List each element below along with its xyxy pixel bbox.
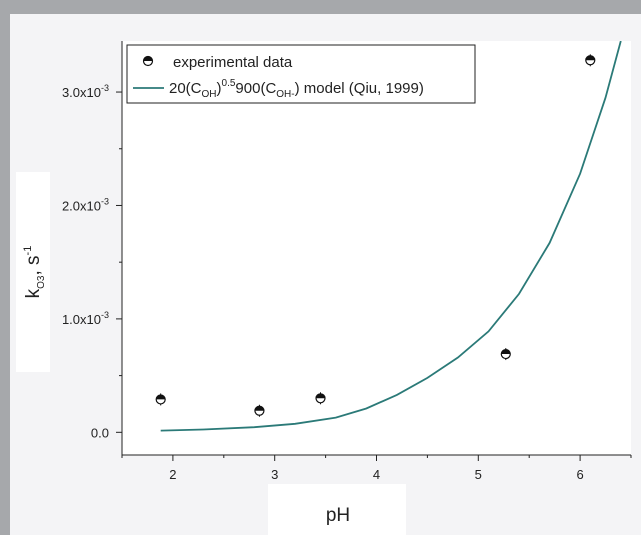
legend-label-model: 20(COH)0.5900(COH-) model (Qiu, 1999) (169, 78, 424, 100)
legend-box (126, 44, 476, 104)
xlabel-backing (268, 484, 406, 535)
data-point (585, 55, 596, 66)
marker-fill (585, 55, 595, 61)
model-curve (160, 41, 622, 432)
marker-fill (156, 394, 166, 400)
data-point (254, 405, 265, 416)
x-tick-label: 6 (576, 467, 583, 482)
marker-fill (254, 406, 264, 411)
marker-fill (501, 349, 511, 355)
y-tick-label: 3.0x10-3 (62, 83, 109, 100)
x-axis-label: pH (326, 505, 350, 526)
y-axis-label-after: , s (23, 255, 44, 275)
y-axis-label-sup: -1 (22, 246, 34, 256)
x-tick-label: 2 (169, 467, 176, 482)
data-point (155, 394, 166, 405)
x-tick-label: 3 (271, 467, 278, 482)
data-point (500, 348, 511, 360)
y-tick-label: 0.0 (91, 425, 109, 440)
y-axis-label-sub: O3 (36, 275, 47, 289)
plot-area: 2 3 4 5 6 0.0 1.0x10-3 2.0x10-3 3.0x10-3 (62, 41, 632, 482)
legend-label-experimental: experimental data (173, 54, 293, 71)
y-tick-label: 2.0x10-3 (62, 196, 109, 213)
legend: experimental data 20(COH)0.5900(COH-) mod… (126, 44, 476, 104)
x-tick-label: 4 (373, 467, 380, 482)
x-tick-label: 5 (475, 467, 482, 482)
y-tick-label: 1.0x10-3 (62, 310, 109, 327)
marker-fill (316, 393, 326, 399)
marker-fill (143, 56, 153, 61)
data-point (315, 393, 326, 404)
y-axis-label-base: k (23, 288, 44, 298)
legend-marker-experimental (142, 55, 154, 67)
ylabel-backing (16, 172, 50, 372)
y-axis-label: kO3, s-1 (22, 246, 47, 299)
